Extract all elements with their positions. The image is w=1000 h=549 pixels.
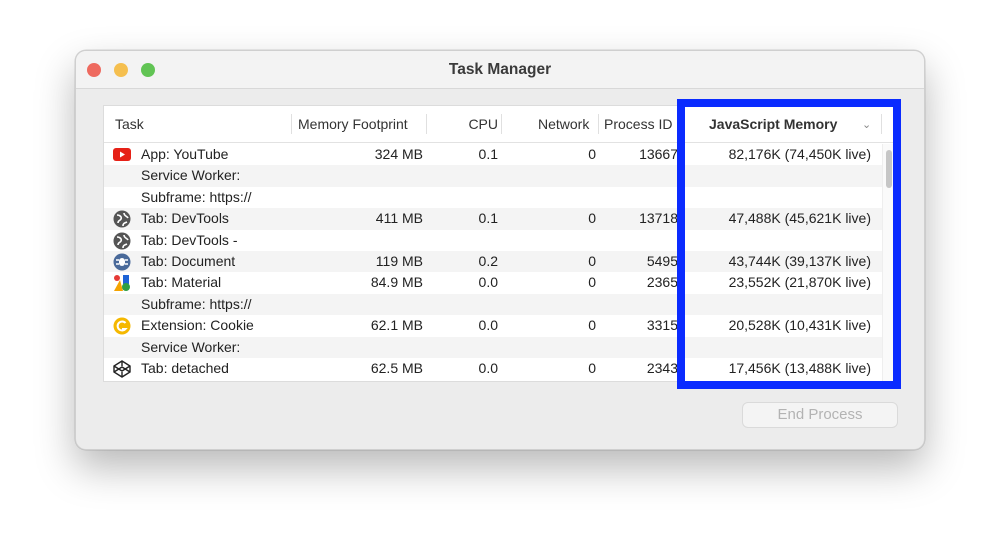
memory-footprint: 119 MB	[375, 253, 423, 269]
column-header-memory[interactable]: Memory Footprint	[298, 116, 408, 132]
javascript-memory: 17,456K (13,488K live)	[728, 360, 871, 376]
process-id: 5495	[646, 253, 678, 269]
close-button[interactable]	[87, 63, 101, 77]
bug-icon	[113, 253, 131, 271]
column-divider	[598, 114, 599, 134]
process-id: 13718	[639, 210, 678, 227]
table-row[interactable]: Subframe: https://	[104, 293, 884, 316]
material-icon	[113, 274, 131, 292]
task-name: Tab: Document	[141, 253, 236, 269]
cpu: 0.0	[478, 274, 498, 291]
table-row[interactable]: Tab: detached 62.5 MB 0.0 0 2343 17,456K (13,…	[104, 358, 884, 379]
cpu: 0.1	[478, 210, 498, 227]
js-memory-highlight-box	[677, 99, 901, 389]
title-bar: Task Manager	[76, 51, 924, 89]
task-name: Extension: Cookie	[141, 317, 254, 334]
cpu: 0.2	[478, 253, 498, 269]
task-name: Tab: Material	[141, 274, 222, 291]
end-process-button[interactable]: End Process	[742, 402, 898, 428]
task-name: Subframe: https://	[141, 295, 252, 312]
task-name: Tab: DevTools	[141, 210, 229, 227]
column-divider	[501, 114, 502, 134]
youtube-icon	[113, 146, 131, 163]
table-header: Task Memory Footprint CPU Network Proces…	[104, 106, 894, 143]
memory-footprint: 62.1 MB	[370, 317, 423, 334]
javascript-memory: 43,744K (39,137K live)	[728, 253, 871, 269]
table-row[interactable]: Tab: Document 119 MB 0.2 0 5495 43,744K (39,1…	[104, 251, 884, 273]
window-title: Task Manager	[448, 61, 552, 78]
cpu: 0.0	[478, 317, 498, 334]
task-name: Service Worker:	[141, 167, 241, 184]
column-divider	[881, 114, 882, 134]
task-name: Service Worker:	[141, 338, 241, 355]
task-table: Task Memory Footprint CPU Network Proces…	[103, 105, 895, 382]
table-row[interactable]: Extension: Cookie 62.1 MB 0.0 0 3315 20,528K …	[104, 315, 884, 336]
column-divider	[291, 114, 292, 134]
chevron-down-icon[interactable]: ⌄	[862, 119, 872, 131]
column-divider	[426, 114, 427, 134]
process-id: 3315	[646, 317, 678, 334]
network: 0	[588, 317, 596, 334]
cpu: 0.0	[478, 360, 498, 376]
network: 0	[588, 210, 596, 227]
globe-icon	[113, 210, 131, 228]
memory-footprint: 324 MB	[374, 146, 423, 162]
memory-footprint: 62.5 MB	[370, 360, 423, 376]
network: 0	[588, 360, 596, 376]
scrollbar-thumb[interactable]	[886, 150, 892, 188]
cookie-extension-icon	[113, 317, 131, 335]
task-name: App: YouTube	[141, 146, 229, 162]
javascript-memory: 20,528K (10,431K live)	[728, 317, 871, 334]
task-name: Subframe: https://	[141, 188, 252, 205]
network: 0	[588, 146, 596, 162]
column-header-task[interactable]: Task	[115, 116, 144, 132]
network: 0	[588, 253, 596, 269]
column-header-cpu[interactable]: CPU	[468, 116, 498, 132]
table-row[interactable]: Tab: DevTools 411 MB 0.1 0 13718 47,488K (45,…	[104, 208, 884, 230]
task-manager-window: Task Manager Task Memory Footprint CPU N…	[75, 50, 925, 450]
memory-footprint: 84.9 MB	[370, 274, 423, 291]
codepen-icon	[113, 360, 131, 378]
process-id: 2365	[646, 274, 678, 291]
column-header-process-id[interactable]: Process ID	[604, 116, 673, 132]
task-name: Tab: DevTools -	[141, 231, 238, 248]
minimize-button[interactable]	[114, 63, 128, 77]
process-id: 2343	[646, 360, 678, 376]
table-row[interactable]: Service Worker:	[104, 165, 884, 187]
javascript-memory: 23,552K (21,870K live)	[728, 274, 871, 291]
table-row[interactable]: Tab: Material 84.9 MB 0.0 0 2365 23,552K (21,…	[104, 272, 884, 293]
cpu: 0.1	[478, 146, 498, 162]
javascript-memory: 47,488K (45,621K live)	[728, 210, 871, 227]
process-id: 13667	[639, 146, 678, 162]
vertical-scrollbar[interactable]	[882, 144, 894, 381]
column-header-js-memory[interactable]: JavaScript Memory	[709, 116, 838, 132]
column-header-network[interactable]: Network	[538, 116, 590, 132]
table-row[interactable]: Service Worker:	[104, 336, 884, 358]
zoom-button[interactable]	[141, 63, 155, 77]
table-row[interactable]: Tab: DevTools -	[104, 230, 884, 251]
javascript-memory: 82,176K (74,450K live)	[728, 146, 871, 162]
task-name: Tab: detached	[141, 360, 229, 376]
table-row[interactable]: Subframe: https://	[104, 187, 884, 208]
globe-icon	[113, 232, 131, 250]
table-row[interactable]: App: YouTube 324 MB 0.1 0 13667 82,176K (74,4…	[104, 144, 884, 165]
memory-footprint: 411 MB	[375, 210, 423, 227]
network: 0	[588, 274, 596, 291]
